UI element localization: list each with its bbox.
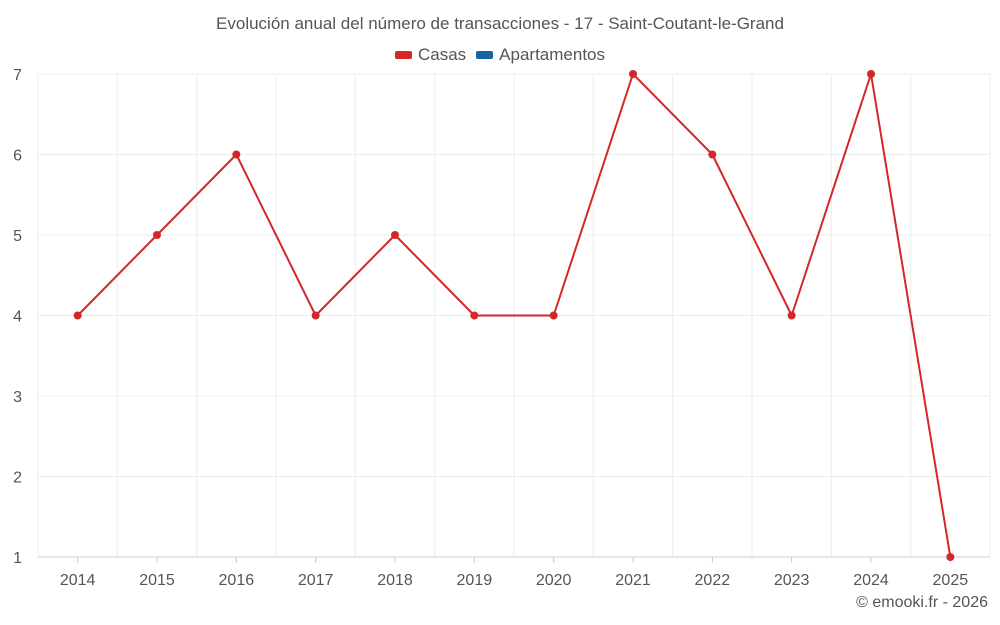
chart-legend: Casas Apartamentos <box>0 45 1000 65</box>
data-point <box>470 311 479 320</box>
data-point <box>708 150 717 159</box>
y-tick-label: 7 <box>13 67 22 84</box>
data-point <box>153 231 161 239</box>
x-tick-label: 2025 <box>933 572 969 589</box>
x-tick-label: 2014 <box>60 572 96 589</box>
x-tick-label: 2022 <box>695 572 731 589</box>
data-point <box>867 70 875 78</box>
series-line-casas <box>76 73 952 558</box>
legend-item-apartamentos[interactable]: Apartamentos <box>476 45 605 65</box>
data-point <box>629 70 637 78</box>
data-point <box>73 311 82 320</box>
y-tick-label: 1 <box>13 550 22 567</box>
x-tick-label: 2016 <box>219 572 255 589</box>
legend-label-apartamentos: Apartamentos <box>499 45 606 64</box>
data-point <box>232 150 241 159</box>
legend-swatch-casas <box>394 51 412 59</box>
legend-item-casas[interactable]: Casas <box>394 45 467 65</box>
data-point <box>946 553 955 561</box>
x-tick-label: 2024 <box>853 572 889 589</box>
credit-text: © emooki.fr - 2026 <box>856 594 988 611</box>
legend-label-casas: Casas <box>417 45 467 64</box>
x-tick-label: 2018 <box>377 572 413 589</box>
x-tick-label: 2021 <box>615 572 651 589</box>
x-tick-label: 2023 <box>774 572 810 589</box>
y-tick-label: 5 <box>13 228 22 245</box>
x-tick-label: 2015 <box>139 572 175 589</box>
data-point <box>311 311 320 320</box>
x-tick-label: 2017 <box>298 572 334 589</box>
x-tick-label: 2019 <box>457 572 493 589</box>
chart-title: Evolución anual del número de transaccio… <box>216 14 784 33</box>
y-tick-label: 6 <box>13 148 22 165</box>
x-tick-label: 2020 <box>536 572 572 589</box>
y-tick-label: 2 <box>13 470 22 487</box>
data-point <box>787 311 796 320</box>
data-point <box>391 231 399 239</box>
y-tick-label: 4 <box>13 309 22 326</box>
y-tick-label: 3 <box>13 389 22 406</box>
legend-swatch-apartamentos <box>476 51 494 59</box>
data-point <box>549 311 558 320</box>
